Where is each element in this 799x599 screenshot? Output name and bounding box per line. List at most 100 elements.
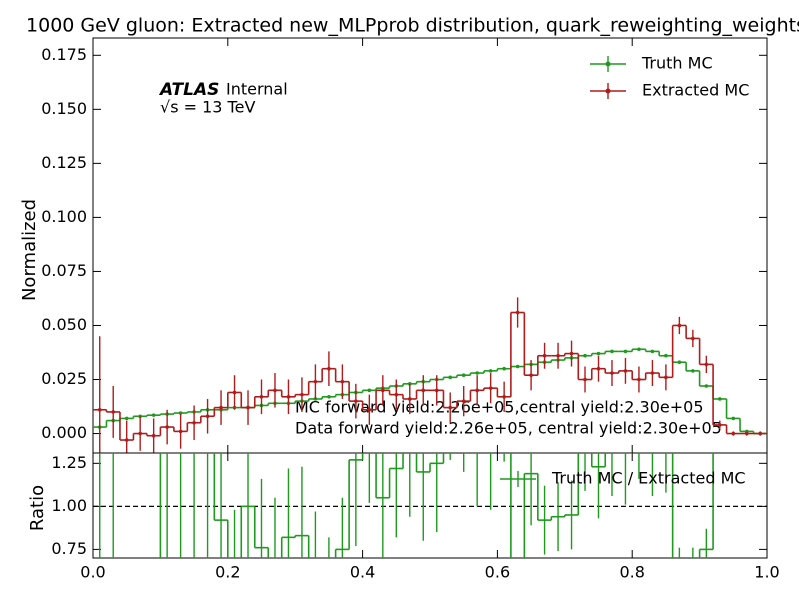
y-tick-label: 1.25 [51, 453, 87, 472]
y-tick-label: 0.050 [41, 315, 87, 334]
marker [367, 407, 372, 412]
marker [475, 371, 479, 375]
marker [731, 416, 736, 421]
marker [529, 373, 533, 377]
x-tick-label: 0.4 [350, 563, 375, 582]
marker [610, 349, 614, 354]
x-tick-label: 1.0 [754, 563, 779, 582]
marker [124, 438, 129, 442]
y-axis-label: Normalized [19, 199, 40, 301]
legend-label: Truth MC / Extracted MC [551, 469, 746, 488]
marker [731, 431, 736, 436]
marker [448, 375, 453, 380]
marker [515, 310, 520, 315]
y-tick-label: 0.025 [41, 369, 87, 388]
marker [461, 373, 466, 377]
marker [637, 347, 641, 352]
marker [151, 433, 156, 438]
marker [97, 407, 102, 412]
marker [313, 379, 318, 384]
marker [354, 399, 358, 403]
marker [583, 353, 587, 358]
marker [205, 414, 210, 419]
x-tick-label: 0.6 [485, 563, 510, 582]
marker [124, 416, 129, 421]
marker [367, 388, 372, 393]
y-tick-label: 0.150 [41, 99, 87, 118]
marker [691, 369, 695, 373]
x-tick-label: 0.8 [619, 563, 644, 582]
plot-frame [92, 452, 768, 559]
marker [502, 366, 506, 371]
annotation: Data forward yield:2.26e+05, central yie… [295, 419, 722, 438]
marker [596, 351, 601, 356]
marker [327, 366, 331, 371]
marker [677, 323, 682, 328]
legend-label: Truth MC [641, 54, 713, 73]
marker [542, 353, 547, 358]
y-tick-label: 0.000 [41, 423, 87, 442]
legend-label: Extracted MC [642, 81, 749, 100]
marker [273, 388, 277, 393]
marker [744, 431, 749, 436]
y-tick-label: 0.075 [41, 261, 87, 280]
marker [569, 351, 574, 356]
plot-area [93, 297, 767, 453]
y-tick-label: 0.125 [41, 153, 87, 172]
marker [178, 411, 183, 415]
marker [192, 420, 196, 425]
y-axis-label: Ratio [27, 485, 48, 531]
marker [488, 386, 493, 390]
marker [394, 392, 399, 397]
marker [313, 397, 318, 401]
marker [165, 425, 169, 429]
marker [596, 366, 601, 371]
marker [246, 405, 250, 410]
marker [664, 353, 668, 358]
marker [704, 362, 709, 367]
marker [502, 395, 506, 399]
marker [448, 405, 453, 410]
marker [758, 431, 763, 436]
marker [583, 377, 587, 382]
x-tick-label: 0.0 [80, 563, 105, 582]
marker [610, 371, 614, 375]
y-tick-label: 0.100 [41, 207, 87, 226]
marker [637, 377, 641, 382]
marker [475, 388, 479, 393]
marker [623, 369, 628, 373]
marker [718, 397, 722, 401]
energy-label: √s = 13 TeV [160, 98, 255, 117]
plot-area [93, 453, 767, 558]
y-tick-label: 0.175 [41, 45, 87, 64]
marker [623, 349, 628, 354]
y-tick-label: 1.00 [51, 496, 87, 515]
marker [407, 397, 412, 401]
marker [138, 431, 142, 436]
marker [300, 392, 304, 397]
experiment-label: ATLAS [158, 80, 219, 100]
marker [556, 353, 560, 358]
legend-marker [605, 61, 611, 67]
marker [650, 371, 655, 375]
y-tick-label: 0.75 [51, 539, 87, 558]
marker [340, 379, 345, 384]
legend-marker [605, 88, 611, 94]
marker [461, 399, 466, 403]
marker [219, 405, 223, 410]
marker [151, 413, 156, 417]
annotation: MC forward yield:2.26e+05,central yield:… [295, 398, 704, 417]
marker [232, 390, 237, 395]
marker [691, 336, 695, 341]
marker [718, 423, 722, 427]
marker [434, 388, 439, 393]
marker [704, 384, 709, 388]
marker [650, 349, 655, 354]
marker [178, 429, 183, 434]
marker [421, 388, 426, 393]
marker [664, 375, 668, 380]
status-label: Internal [226, 80, 288, 99]
marker [488, 369, 493, 373]
marker [259, 395, 264, 399]
